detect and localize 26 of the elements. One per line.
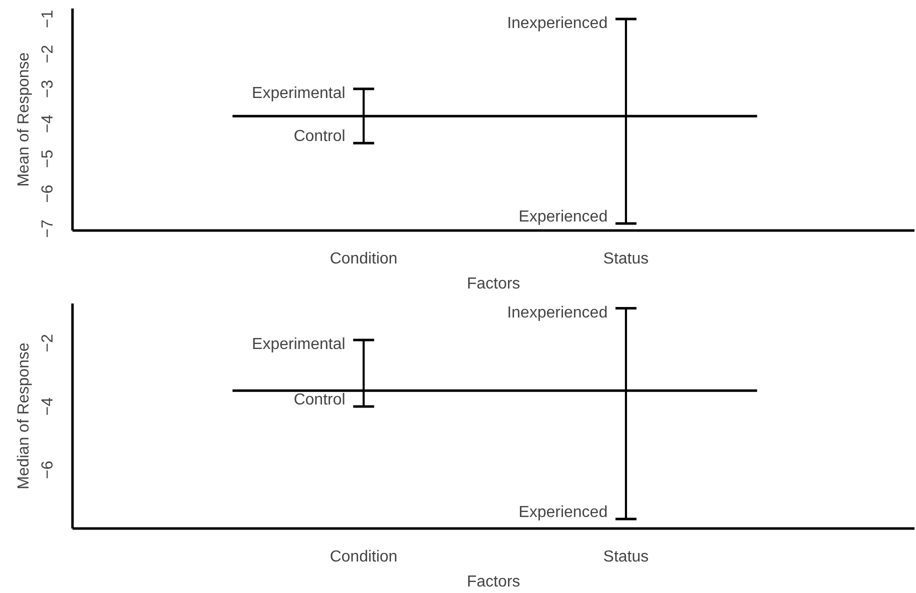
annotation: Inexperienced	[507, 14, 608, 32]
y-tick-label: −2	[40, 44, 56, 64]
y-axis-title: Median of Response	[16, 342, 32, 490]
y-tick-label: −6	[40, 184, 56, 203]
annotation: Inexperienced	[507, 304, 608, 322]
y-axis-title: Mean of Response	[16, 52, 32, 187]
x-axis-title: Factors	[466, 276, 520, 292]
y-tick-label: −6	[40, 460, 56, 479]
y-tick-label: −7	[40, 220, 56, 238]
y-tick-label: −5	[40, 150, 56, 168]
annotation: Experienced	[518, 504, 608, 521]
x-tick-label: Condition	[330, 250, 398, 268]
annotation: Experimental	[252, 84, 346, 102]
y-tick-label: −2	[40, 334, 56, 352]
x-tick-label: Status	[603, 250, 649, 268]
y-tick-label: −3	[40, 80, 56, 98]
annotation: Control	[294, 128, 346, 146]
annotation: Experimental	[252, 336, 346, 353]
annotation: Control	[294, 391, 346, 408]
x-axis-title: Factors	[466, 574, 520, 590]
y-tick-label: −4	[40, 397, 56, 416]
y-tick-label: −1	[40, 10, 56, 28]
x-tick-label: Condition	[330, 548, 398, 566]
x-tick-label: Status	[603, 548, 649, 566]
y-tick-label: −4	[40, 114, 56, 133]
annotation: Experienced	[518, 208, 608, 226]
